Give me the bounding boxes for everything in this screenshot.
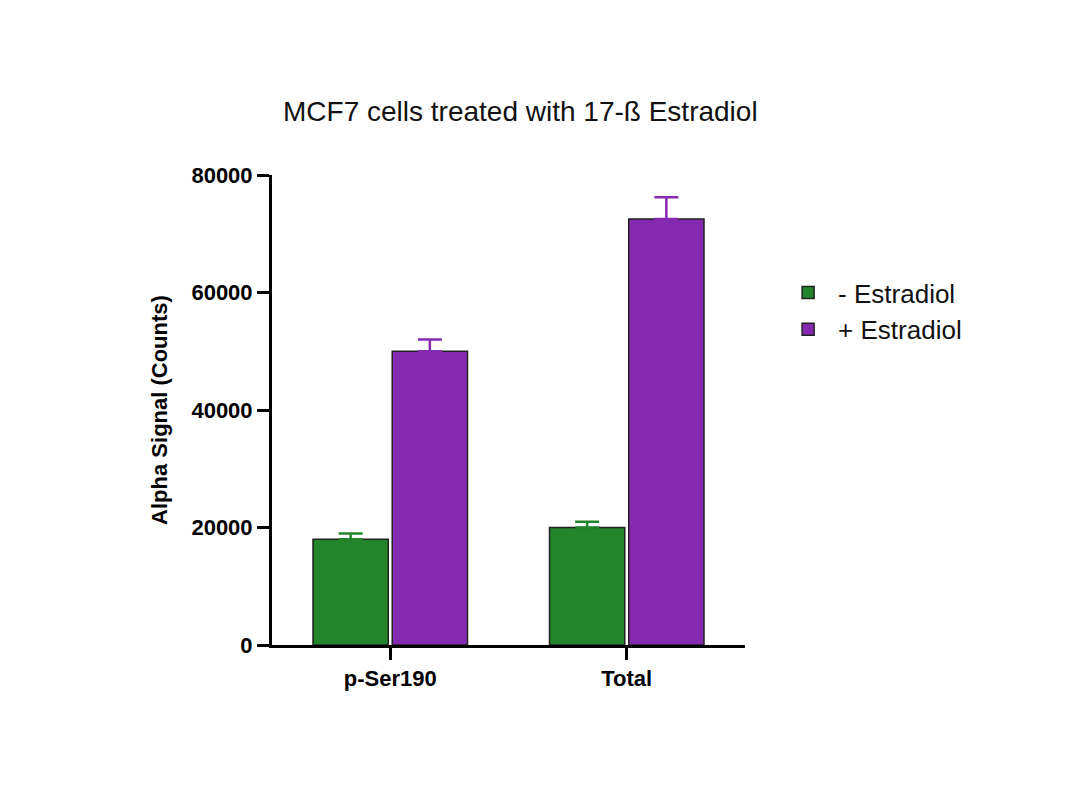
svg-text:Total: Total <box>601 666 652 691</box>
svg-text:40000: 40000 <box>191 398 252 423</box>
svg-text:p-Ser190: p-Ser190 <box>344 666 437 691</box>
svg-text:Alpha Signal (Counts): Alpha Signal (Counts) <box>147 295 172 525</box>
svg-text:80000: 80000 <box>191 163 252 188</box>
svg-text:20000: 20000 <box>191 515 252 540</box>
svg-text:MCF7 cells treated with 17-ß E: MCF7 cells treated with 17-ß Estradiol <box>283 96 758 127</box>
svg-text:+ Estradiol: + Estradiol <box>838 315 962 345</box>
svg-text:- Estradiol: - Estradiol <box>838 279 955 309</box>
svg-text:60000: 60000 <box>191 280 252 305</box>
svg-text:0: 0 <box>240 633 252 658</box>
